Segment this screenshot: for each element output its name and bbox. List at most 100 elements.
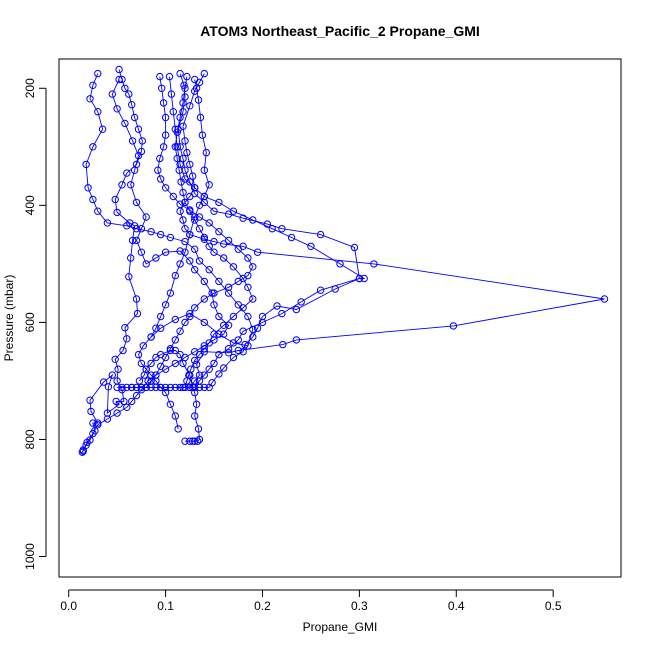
plot-lines [81,69,605,453]
data-point [103,219,112,227]
data-point [156,72,164,81]
data-point [181,225,189,233]
data-point [125,90,133,98]
data-point [191,213,199,221]
data-point [268,225,276,233]
data-point [113,105,121,113]
x-tick-label: 0.0 [60,599,77,613]
data-point [200,69,209,78]
data-point [89,419,97,427]
data-point [215,198,223,207]
data-point [98,125,107,133]
data-point [600,295,609,303]
data-point [195,377,204,385]
data-point [229,353,238,362]
data-point [220,321,228,329]
data-point [135,377,144,385]
data-point [297,298,305,306]
data-point [113,208,121,217]
y-axis: 200 400 600 800 1000 [23,78,47,570]
data-point [176,69,184,78]
data-point [181,318,189,327]
data-point [292,336,301,344]
data-point [200,383,209,392]
data-point [224,236,233,245]
data-point [263,220,271,228]
data-point [183,148,191,157]
x-axis-label: Propane_GMI [303,620,378,634]
data-point [224,345,233,353]
data-point [210,330,218,338]
data-point [176,143,184,151]
x-tick-label: 0.4 [448,599,465,613]
data-point [108,371,117,379]
data-point [166,400,175,408]
data-point [195,201,204,210]
data-point [210,359,218,368]
data-point [176,260,184,268]
x-tick-label: 0.5 [545,599,562,613]
data-point [191,388,199,397]
plot-points [78,65,609,456]
data-point [171,359,180,368]
data-point [249,216,257,224]
data-point [112,397,120,406]
series-line-5 [138,79,210,429]
data-point [205,181,213,189]
data-point [123,169,131,177]
data-point [99,378,108,386]
data-point [176,160,184,169]
data-point [191,356,199,365]
data-point [220,330,228,338]
data-point [144,377,152,385]
data-point [156,154,164,163]
data-point [180,81,188,90]
data-point [278,309,286,318]
data-point [370,260,378,268]
data-point [176,383,184,392]
data-point [202,148,211,157]
data-point [166,345,175,353]
data-point [205,339,213,347]
data-point [244,342,252,350]
data-point [120,397,128,406]
data-point [114,365,122,373]
data-point [118,75,126,84]
data-point [123,222,131,230]
data-point [215,330,223,338]
data-point [158,84,166,93]
data-point [159,99,168,107]
data-point [166,233,175,242]
data-point [181,383,189,392]
data-point [132,383,141,392]
series-line-7 [82,79,230,452]
data-point [205,219,213,227]
data-point [186,192,194,201]
data-point [118,383,126,392]
data-point [244,312,252,321]
data-point [187,365,195,373]
data-point [181,237,189,246]
data-point [186,230,194,239]
data-point [171,346,180,355]
data-point [152,254,160,262]
data-point [89,195,97,204]
data-point [186,312,194,321]
data-point [166,383,175,392]
data-point [161,184,170,192]
series-line-1 [81,69,143,453]
data-point [186,102,194,110]
data-point [176,247,184,255]
data-point [179,154,187,163]
data-point [79,447,87,455]
y-tick-label: 600 [23,312,37,332]
data-point [215,312,223,321]
data-point [133,309,142,318]
data-point [157,362,165,370]
data-point [166,289,175,297]
data-point [173,154,181,163]
data-point [192,400,201,408]
data-point [253,248,262,256]
data-point [161,131,170,139]
data-point [195,350,204,359]
